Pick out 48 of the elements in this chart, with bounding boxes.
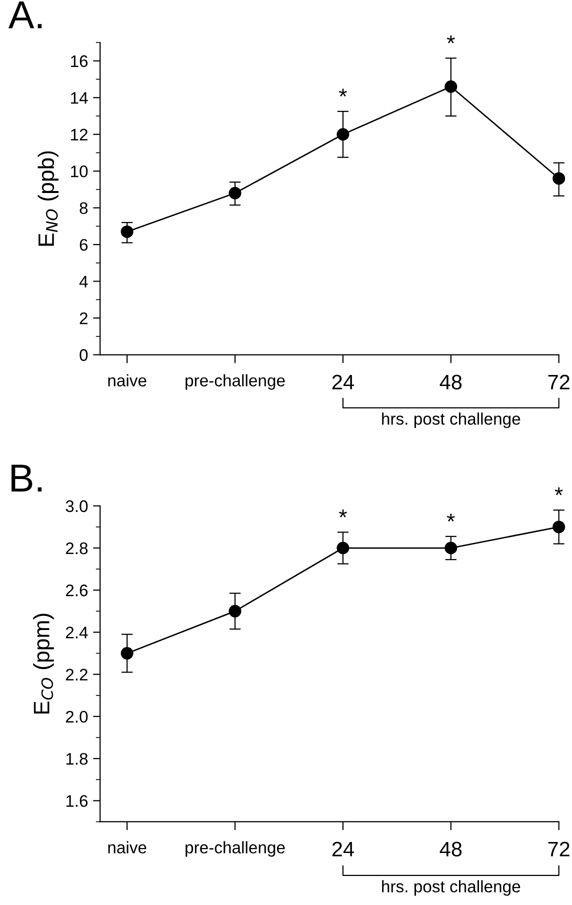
point <box>336 542 350 554</box>
point <box>228 604 242 618</box>
point <box>228 186 242 200</box>
chart-title: B. <box>12 464 42 492</box>
y-axis-title: E$_{NO}$ (ppb) <box>38 151 58 246</box>
x-tick-label: 72 <box>548 842 570 856</box>
y-tick-label: 2.8 <box>66 542 88 554</box>
point <box>444 80 458 93</box>
y-tick-label: 1.8 <box>66 752 88 765</box>
x-tick-label: 72 <box>548 374 570 390</box>
x-axis-title: hrs. post challenge <box>382 412 520 428</box>
x-tick-label: 48 <box>440 374 462 390</box>
y-tick-label: 2.4 <box>66 626 88 638</box>
y-tick-label: 2.0 <box>66 710 88 723</box>
point <box>336 128 350 141</box>
annotation: * <box>446 35 455 44</box>
point <box>552 172 566 185</box>
point <box>120 225 134 238</box>
point <box>552 520 566 534</box>
annotation: * <box>446 514 455 522</box>
y-tick-label: 6 <box>80 238 88 251</box>
y-tick-label: 4 <box>79 276 88 288</box>
chart-title: A. <box>8 1 42 28</box>
y-tick-label: 2.2 <box>66 668 88 680</box>
x-tick-label: 24 <box>332 374 354 390</box>
x-tick-label: pre-challenge <box>186 841 285 857</box>
y-tick-label: 1.6 <box>66 795 88 807</box>
x-tick-label: 24 <box>332 842 354 856</box>
y-tick-label: 3.0 <box>66 500 88 512</box>
point <box>120 647 134 660</box>
y-axis-title: E$_{CO}$ (ppm) <box>33 614 54 714</box>
y-tick-label: 12 <box>71 128 88 140</box>
x-tick-label: naive <box>108 374 146 386</box>
x-tick-label: pre-challenge <box>186 374 285 390</box>
x-tick-label: 48 <box>440 842 462 856</box>
x-axis-title: hrs. post challenge <box>382 880 520 896</box>
x-tick-label: naive <box>108 841 146 854</box>
annotation: * <box>338 88 347 97</box>
y-tick-label: 2 <box>80 312 88 324</box>
y-tick-label: 16 <box>71 55 88 68</box>
y-tick-label: 10 <box>71 166 88 178</box>
annotation: * <box>338 510 347 518</box>
y-tick-label: 8 <box>80 202 88 214</box>
y-tick-label: 0 <box>80 349 88 361</box>
annotation: * <box>554 487 563 496</box>
point <box>444 542 458 554</box>
y-tick-label: 2.6 <box>66 584 88 596</box>
y-tick-label: 14 <box>71 92 88 104</box>
